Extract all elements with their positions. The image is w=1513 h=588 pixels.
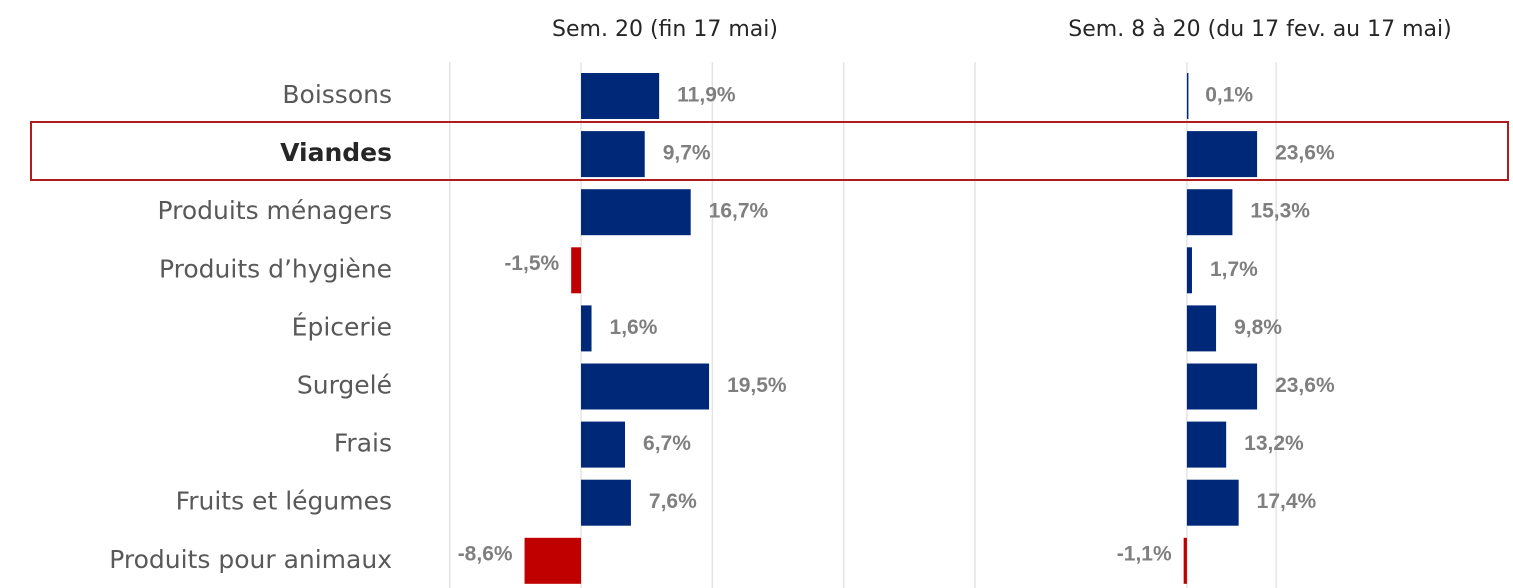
value-label: 1,6% (610, 316, 658, 339)
value-label: 9,7% (663, 142, 711, 165)
bar (581, 363, 710, 410)
value-label: 0,1% (1205, 84, 1253, 107)
bar (581, 131, 645, 178)
value-label: -1,5% (504, 252, 559, 275)
bar (581, 479, 631, 526)
highlight-box (30, 121, 1509, 181)
bar (1186, 363, 1258, 410)
value-label: 7,6% (649, 490, 697, 513)
category-label: Fruits et légumes (176, 487, 392, 516)
bar (1183, 537, 1187, 584)
bar (581, 305, 592, 352)
value-label: 23,6% (1275, 142, 1335, 165)
bar (1186, 479, 1239, 526)
value-label: 15,3% (1250, 200, 1310, 223)
value-label: 6,7% (643, 432, 691, 455)
value-label: 13,2% (1244, 432, 1304, 455)
bar (1186, 189, 1233, 236)
category-label: Surgelé (297, 371, 392, 400)
value-label: 11,9% (677, 84, 736, 107)
value-label: 9,8% (1234, 316, 1282, 339)
bar (1186, 421, 1227, 468)
category-label: Viandes (280, 138, 392, 167)
chart-title: Sem. 8 à 20 (du 17 fev. au 17 mai) (1068, 17, 1451, 42)
bar (1186, 305, 1217, 352)
category-label: Produits d’hygiène (159, 254, 392, 283)
bar (1186, 73, 1189, 119)
category-label: Épicerie (292, 312, 392, 341)
category-label: Frais (334, 429, 392, 458)
value-label: 23,6% (1275, 374, 1335, 397)
value-label: 17,4% (1257, 490, 1317, 513)
bar (571, 247, 582, 294)
category-label: Produits pour animaux (109, 545, 392, 574)
bar (1186, 131, 1258, 178)
marks: Boissons Viandes Produits ménagers Produits… (109, 73, 1335, 584)
bar (581, 189, 691, 236)
value-label: -1,1% (1117, 542, 1172, 565)
value-label: 1,7% (1210, 258, 1258, 281)
category-label: Boissons (282, 80, 392, 109)
bar (581, 73, 660, 119)
value-label: -8,6% (458, 542, 513, 565)
bar (524, 537, 582, 584)
value-label: 16,7% (709, 200, 769, 223)
value-label: 19,5% (727, 374, 787, 397)
category-label: Produits ménagers (157, 196, 392, 225)
bar (1186, 247, 1192, 294)
chart-title: Sem. 20 (fin 17 mai) (552, 17, 778, 42)
bar (581, 421, 626, 468)
